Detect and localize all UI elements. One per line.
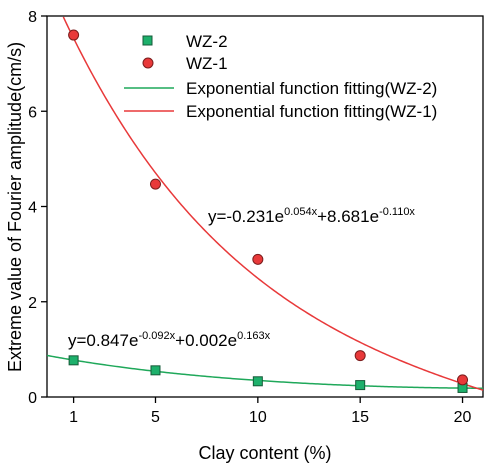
x-tick-label: 20	[454, 409, 472, 426]
data-point-wz2	[68, 355, 79, 366]
fit-curve-wz1	[62, 16, 484, 391]
fit-curves	[46, 16, 484, 391]
y-tick-label: 0	[28, 390, 37, 407]
legend: WZ-2 WZ-1 Exponential function fitting(W…	[124, 32, 437, 121]
annotation-wz1-equation: y=-0.231e0.054x+8.681e-0.110x	[208, 206, 415, 226]
legend-label-wz1: WZ-1	[186, 54, 228, 73]
data-points	[68, 29, 469, 393]
legend-label-fit-wz2: Exponential function fitting(WZ-2)	[186, 79, 437, 98]
legend-marker-wz2	[142, 35, 153, 46]
data-point-wz1	[149, 178, 161, 190]
data-point-wz1	[354, 350, 366, 362]
data-point-wz2	[355, 380, 366, 391]
y-axis-ticks: 0 2 4 6 8	[28, 9, 47, 407]
x-tick-label: 10	[249, 409, 267, 426]
data-point-wz1	[457, 374, 469, 386]
fit-curve-wz2	[46, 354, 484, 389]
x-tick-label: 1	[69, 409, 78, 426]
legend-label-fit-wz1: Exponential function fitting(WZ-1)	[186, 102, 437, 121]
y-axis-title: Extreme value of Fourier amplitude(cm/s)	[5, 42, 25, 372]
data-point-wz2	[252, 376, 263, 387]
legend-marker-wz1	[142, 57, 154, 69]
y-tick-label: 4	[28, 200, 37, 217]
y-tick-label: 2	[28, 295, 37, 312]
y-tick-label: 8	[28, 9, 37, 26]
legend-label-wz2: WZ-2	[186, 32, 228, 51]
data-point-wz1	[252, 253, 264, 265]
annotation-wz2-equation: y=0.847e-0.092x+0.002e0.163x	[68, 330, 271, 350]
data-point-wz2	[150, 365, 161, 376]
y-tick-label: 6	[28, 104, 37, 121]
x-axis-ticks: 1 5 10 15 20	[69, 397, 472, 426]
x-axis-title: Clay content (%)	[198, 443, 331, 463]
x-tick-label: 15	[351, 409, 369, 426]
data-point-wz1	[68, 29, 80, 41]
x-tick-label: 5	[151, 409, 160, 426]
